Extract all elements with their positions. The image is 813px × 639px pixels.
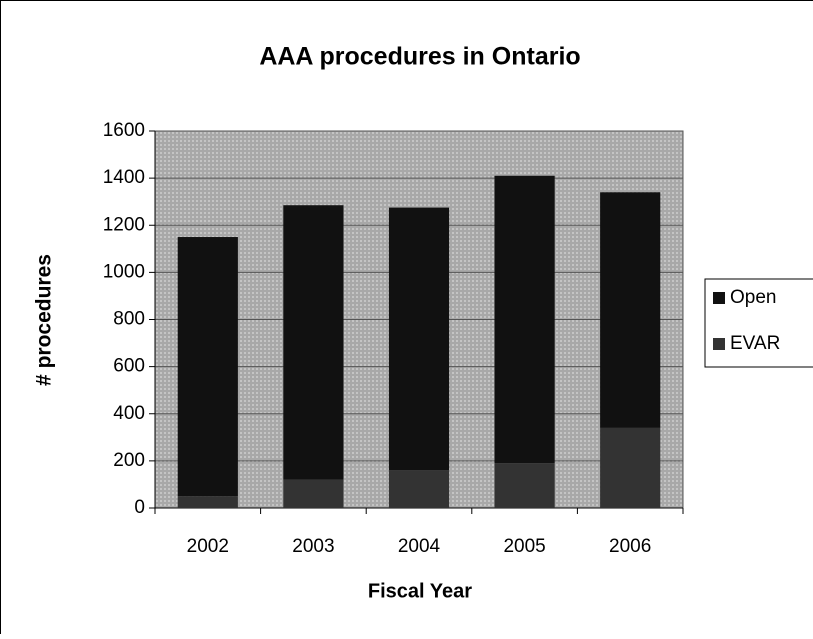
x-tick-label: 2004 [398, 536, 441, 557]
bar-segment [283, 480, 343, 508]
bar-segment [178, 237, 238, 496]
legend-swatch [713, 292, 725, 304]
y-tick-label: 1400 [103, 167, 145, 188]
bar-segment [600, 428, 660, 508]
y-tick-label: 1600 [103, 120, 145, 141]
y-tick-label: 800 [113, 309, 145, 330]
y-tick-label: 1000 [103, 261, 145, 282]
legend-label: EVAR [730, 333, 780, 354]
y-tick-label: 1200 [103, 214, 145, 235]
bar-segment [495, 463, 555, 508]
bar-segment [389, 470, 449, 508]
y-tick-label: 600 [113, 356, 145, 377]
bar-segment [495, 176, 555, 463]
x-axis-label: Fiscal Year [368, 580, 472, 602]
x-tick-label: 2006 [609, 536, 651, 557]
y-axis-label: # procedures [33, 254, 56, 386]
bar-segment [600, 192, 660, 428]
y-tick-label: 0 [134, 497, 145, 518]
y-tick-label: 200 [113, 450, 145, 471]
bar-segment [178, 496, 238, 508]
bar-segment [283, 205, 343, 480]
y-tick-label: 400 [113, 403, 145, 424]
x-tick-label: 2002 [187, 536, 229, 557]
x-tick-label: 2003 [292, 536, 334, 557]
chart-title: AAA procedures in Ontario [259, 43, 580, 71]
bar-segment [389, 208, 449, 471]
x-tick-label: 2005 [503, 536, 545, 557]
legend-label: Open [730, 287, 776, 308]
legend-swatch [713, 338, 725, 350]
